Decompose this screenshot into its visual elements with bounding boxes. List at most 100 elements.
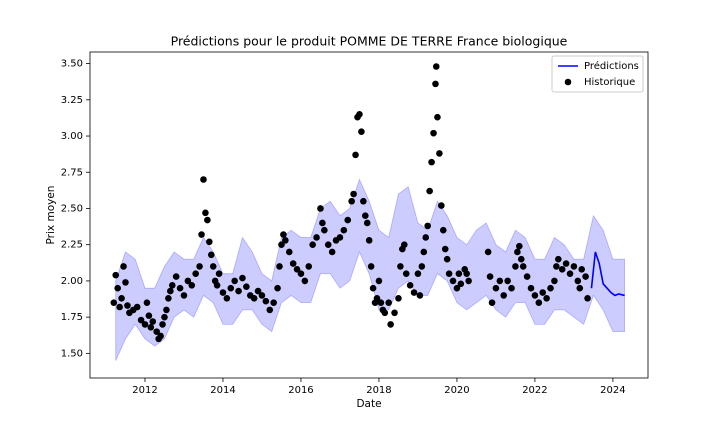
- history-point: [141, 321, 149, 328]
- x-tick-label: 2016: [288, 385, 313, 396]
- history-point: [432, 80, 439, 88]
- history-point: [305, 263, 313, 270]
- confidence-band: [115, 178, 626, 361]
- history-point: [114, 284, 121, 292]
- history-point: [385, 299, 392, 306]
- history-point: [400, 241, 408, 249]
- history-point: [496, 277, 504, 285]
- legend-swatch: [564, 78, 572, 86]
- history-point: [168, 281, 176, 289]
- history-point: [297, 270, 305, 277]
- y-tick-label: 3.00: [61, 131, 83, 142]
- history-point: [414, 270, 422, 277]
- history-point: [441, 245, 449, 253]
- history-point: [153, 328, 160, 335]
- history-point: [576, 284, 584, 292]
- y-tick-label: 1.75: [61, 312, 83, 323]
- history-point: [373, 295, 381, 302]
- history-point: [176, 284, 184, 292]
- history-point: [180, 292, 188, 299]
- history-point: [519, 263, 527, 270]
- history-point: [582, 273, 589, 280]
- history-point: [430, 129, 437, 137]
- history-point: [492, 284, 500, 292]
- history-point: [350, 190, 357, 198]
- x-tick-label: 2020: [444, 385, 469, 396]
- history-point: [250, 295, 258, 302]
- history-point: [116, 303, 123, 311]
- history-point: [215, 270, 223, 277]
- history-point: [539, 289, 547, 296]
- history-point: [289, 260, 297, 267]
- history-point: [488, 299, 496, 306]
- history-point: [317, 205, 324, 212]
- history-point: [438, 202, 445, 209]
- history-point: [137, 316, 145, 324]
- history-point: [402, 270, 410, 277]
- history-point: [424, 222, 431, 230]
- history-point: [397, 263, 404, 270]
- history-point: [360, 197, 367, 205]
- history-point: [578, 266, 586, 273]
- history-point: [465, 277, 472, 285]
- history-point: [514, 248, 521, 256]
- history-point: [204, 216, 211, 224]
- history-point: [369, 284, 377, 292]
- history-point: [445, 270, 453, 277]
- history-point: [553, 263, 560, 270]
- history-point: [508, 284, 515, 292]
- legend-box: [551, 55, 644, 93]
- history-point: [406, 281, 414, 289]
- history-point: [219, 289, 227, 296]
- history-point: [523, 273, 531, 280]
- history-point: [434, 113, 441, 121]
- history-point: [309, 241, 316, 249]
- x-tick-label: 2022: [522, 385, 547, 396]
- history-point: [432, 63, 440, 70]
- history-point: [484, 248, 492, 256]
- history-point: [352, 151, 359, 159]
- y-axis-label: Prix moyen: [45, 186, 57, 245]
- history-point: [118, 295, 125, 302]
- history-point: [202, 209, 209, 217]
- history-point: [457, 280, 465, 288]
- history-point: [285, 248, 293, 256]
- x-tick-label: 2014: [210, 385, 235, 396]
- history-point: [344, 216, 352, 224]
- history-point: [206, 238, 213, 246]
- history-point: [145, 312, 153, 319]
- history-point: [227, 284, 235, 292]
- history-point: [453, 284, 461, 292]
- history-point: [535, 299, 543, 306]
- history-point: [276, 263, 283, 270]
- prediction-line: [590, 251, 625, 297]
- history-point: [361, 212, 369, 220]
- history-point: [167, 287, 174, 295]
- history-point: [463, 270, 470, 277]
- history-point: [196, 263, 203, 270]
- history-point: [301, 277, 309, 285]
- history-point: [584, 295, 591, 302]
- history-point: [122, 279, 129, 286]
- y-tick-label: 2.25: [61, 240, 83, 251]
- history-point: [198, 231, 205, 238]
- history-point: [319, 219, 326, 227]
- history-point: [262, 297, 270, 305]
- history-point: [172, 273, 180, 280]
- history-point: [551, 277, 558, 285]
- history-point: [363, 219, 371, 227]
- history-point: [574, 277, 582, 285]
- x-tick-label: 2018: [366, 385, 391, 396]
- history-point: [356, 111, 363, 118]
- history-point: [517, 255, 525, 263]
- history-point: [110, 299, 118, 306]
- history-point: [324, 241, 332, 249]
- history-point: [426, 187, 433, 195]
- history-point: [504, 277, 511, 285]
- history-point: [147, 323, 155, 331]
- history-point: [313, 234, 320, 241]
- history-point: [420, 248, 428, 256]
- history-point: [266, 306, 274, 314]
- legend-label: Prédictions: [584, 60, 639, 72]
- x-tick-label: 2012: [132, 385, 157, 396]
